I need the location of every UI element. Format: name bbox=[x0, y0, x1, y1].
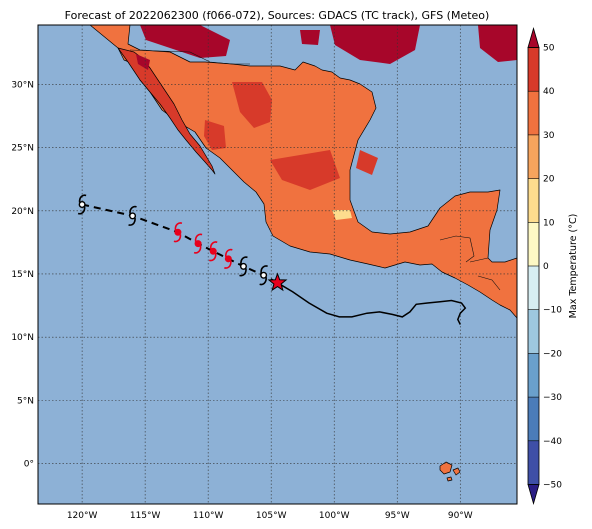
colorbar-bin bbox=[528, 91, 539, 135]
lat-tick-label: 5°N bbox=[17, 396, 34, 406]
tc-symbol-icon bbox=[208, 241, 218, 262]
lon-tick-label: 100°W bbox=[319, 511, 350, 521]
colorbar-tick-label: 50 bbox=[543, 44, 555, 54]
tc-past-path bbox=[277, 282, 467, 325]
lon-tick-label: 105°W bbox=[256, 511, 287, 521]
colorbar-bin bbox=[528, 222, 539, 266]
colorbar-tick-label: 20 bbox=[543, 175, 555, 185]
colorbar-bin bbox=[528, 440, 539, 485]
colorbar-tick-label: 40 bbox=[543, 87, 555, 97]
colorbar-tick-label: −20 bbox=[543, 349, 562, 359]
tc-track bbox=[77, 194, 467, 325]
colorbar-min-arrow bbox=[527, 484, 540, 505]
tc-symbol-icon bbox=[259, 265, 268, 286]
tc-symbol-icon bbox=[77, 194, 87, 215]
colorbar-tick-label: 30 bbox=[543, 131, 555, 141]
galapagos-islands bbox=[439, 461, 453, 475]
colorbar-tick-label: −10 bbox=[543, 306, 562, 316]
map-frame bbox=[37, 24, 518, 505]
baja-california bbox=[117, 47, 216, 175]
lat-tick-label: 15°N bbox=[11, 270, 34, 280]
colorbar-tick-label: −40 bbox=[543, 437, 562, 447]
lon-tick-label: 95°W bbox=[385, 511, 410, 521]
colorbar-bin bbox=[528, 134, 539, 179]
lon-tick-label: 90°W bbox=[448, 511, 473, 521]
lon-tick-label: 120°W bbox=[67, 511, 98, 521]
colorbar-bin bbox=[528, 353, 539, 398]
colorbar-label: Max Temperature (°C) bbox=[568, 214, 579, 319]
latitude-labels: 30°N 25°N 20°N 15°N 10°N 5°N 0° bbox=[11, 80, 34, 469]
tc-symbol-icon bbox=[239, 256, 248, 277]
lat-tick-label: 30°N bbox=[11, 80, 34, 90]
colorbar-tick-label: 0 bbox=[543, 262, 549, 272]
lon-tick-label: 115°W bbox=[130, 511, 161, 521]
colorbar-tick-label: −50 bbox=[543, 481, 562, 491]
longitude-labels: 120°W 115°W 110°W 105°W 100°W 95°W 90°W bbox=[67, 511, 473, 521]
figure-title: Forecast of 2022062300 (f066-072), Sourc… bbox=[65, 9, 490, 22]
tc-symbol-icon bbox=[128, 205, 137, 226]
colorbar-bin bbox=[528, 47, 539, 92]
tc-symbol-icon bbox=[193, 233, 203, 254]
lat-tick-label: 25°N bbox=[11, 144, 34, 154]
borders bbox=[129, 49, 501, 291]
lon-tick-label: 110°W bbox=[193, 511, 224, 521]
lat-tick-label: 10°N bbox=[11, 333, 34, 343]
map-panel[interactable]: 120°W 115°W 110°W 105°W 100°W 95°W 90°W 30°N 25… bbox=[11, 24, 518, 521]
lat-tick-label: 20°N bbox=[11, 207, 34, 217]
colorbar-max-arrow bbox=[527, 27, 540, 48]
tc-symbol-icon bbox=[173, 222, 183, 243]
colorbar-tick-label: 10 bbox=[543, 218, 555, 228]
tc-current-position-star bbox=[267, 272, 288, 292]
colorbar-bin bbox=[528, 266, 539, 310]
colorbar-bin bbox=[528, 309, 539, 354]
tc-symbol-icon bbox=[224, 248, 233, 269]
colorbar-bin bbox=[528, 397, 539, 441]
colorbar-tick-label: −30 bbox=[543, 393, 562, 403]
colorbar: 50 40 30 20 10 0 −10 −20 −30 −40 −50 bbox=[527, 27, 562, 505]
colorbar-bin bbox=[528, 178, 539, 223]
lat-tick-label: 0° bbox=[24, 460, 34, 470]
